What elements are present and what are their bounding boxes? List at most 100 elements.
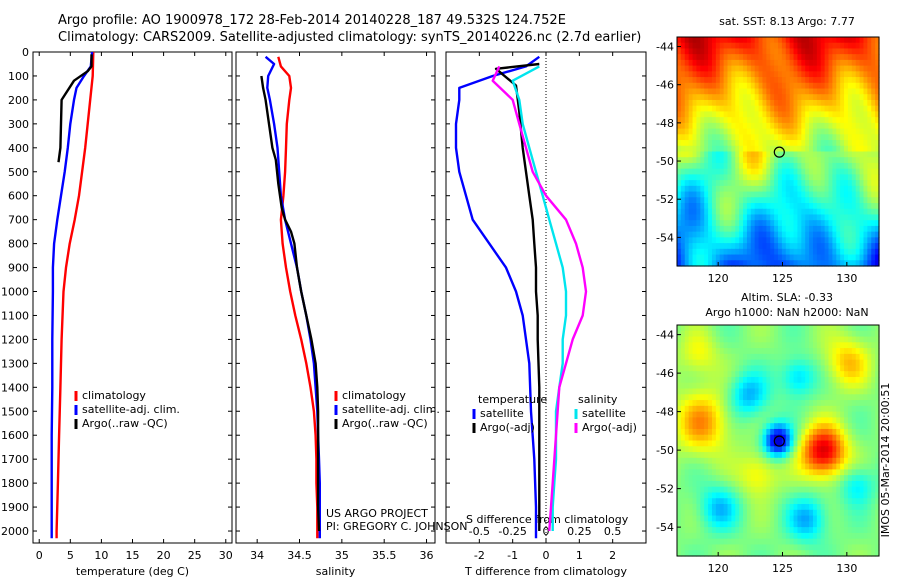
map-cell <box>844 423 849 430</box>
map-cell <box>851 254 857 261</box>
map-cell <box>785 492 791 499</box>
map-cell <box>746 157 752 164</box>
map-cell <box>754 88 760 95</box>
map-cell <box>766 99 771 107</box>
map-cell <box>851 509 857 517</box>
map-cell <box>774 405 779 413</box>
map-cell <box>746 446 752 453</box>
map-cell <box>875 371 880 378</box>
map-cell <box>847 248 853 256</box>
map-cell <box>719 157 725 164</box>
map-cell <box>770 105 775 113</box>
map-cell <box>774 538 779 546</box>
map-cell <box>832 504 837 511</box>
map-cell <box>766 446 771 453</box>
panel-frame-difference <box>445 51 647 544</box>
map-cell <box>680 428 686 436</box>
map-cell <box>847 48 853 55</box>
map-cell <box>684 475 690 482</box>
map-cell <box>704 365 709 372</box>
map-cell <box>762 122 767 130</box>
map-cell <box>851 538 857 546</box>
map-cell <box>832 434 837 442</box>
map-cell <box>836 254 841 261</box>
map-cell <box>789 457 795 465</box>
map-cell <box>844 446 849 453</box>
map-cell <box>731 248 736 256</box>
map-cell <box>836 191 841 198</box>
map-cell <box>836 365 841 372</box>
map-cell <box>723 128 729 135</box>
map-cell <box>789 105 795 113</box>
ytick-label: 600 <box>8 190 29 203</box>
map-cell <box>727 348 732 355</box>
map-cell <box>774 260 779 267</box>
map-cell <box>704 411 709 419</box>
map-cell <box>735 37 740 44</box>
map-cell <box>828 365 833 372</box>
map-cell <box>731 134 736 141</box>
map-cell <box>704 180 709 187</box>
map-ytick-label: -48 <box>656 406 674 419</box>
map-cell <box>754 411 760 419</box>
map-field-sla_map <box>677 325 880 557</box>
ytick-label: 400 <box>8 142 29 155</box>
map-cell <box>812 434 818 442</box>
map-cell <box>781 122 787 130</box>
map-cell <box>684 214 690 221</box>
map-cell <box>739 486 744 494</box>
map-cell <box>743 400 748 407</box>
map-cell <box>781 140 787 147</box>
map-cell <box>793 353 799 361</box>
map-cell <box>762 82 767 90</box>
map-cell <box>680 457 686 465</box>
map-cell <box>696 446 701 453</box>
map-cell <box>840 59 845 67</box>
map-cell <box>743 162 748 170</box>
map-cell <box>867 203 872 210</box>
map-cell <box>847 71 853 78</box>
map-cell <box>859 37 865 44</box>
map-cell <box>677 365 682 372</box>
map-cell <box>696 191 701 198</box>
map-cell <box>750 532 756 540</box>
map-cell <box>785 225 791 233</box>
map-cell <box>851 145 857 153</box>
map-cell <box>715 99 721 107</box>
map-cell <box>797 48 802 55</box>
map-cell <box>774 469 779 476</box>
map-cell <box>750 405 756 413</box>
map-cell <box>684 99 690 107</box>
map-cell <box>867 405 872 413</box>
map-cell <box>847 359 853 367</box>
map-cell <box>797 382 802 390</box>
map-cell <box>677 134 682 141</box>
map-cell <box>684 208 690 216</box>
map-cell <box>785 394 791 401</box>
map-cell <box>696 180 701 187</box>
map-cell <box>816 65 822 72</box>
map-cell <box>762 353 767 361</box>
map-cell <box>840 371 845 378</box>
map-cell <box>715 185 721 193</box>
map-cell <box>836 185 841 193</box>
map-cell <box>762 469 767 476</box>
map-cell <box>847 77 853 84</box>
map-cell <box>754 254 760 261</box>
map-cell <box>711 411 717 419</box>
map-cell <box>700 400 705 407</box>
map-cell <box>711 225 717 233</box>
map-cell <box>680 452 686 459</box>
map-cell <box>851 208 857 216</box>
map-cell <box>766 492 771 499</box>
map-cell <box>684 105 690 113</box>
map-cell <box>688 376 694 384</box>
map-cell <box>840 394 845 401</box>
map-cell <box>863 197 868 204</box>
map-cell <box>770 527 775 534</box>
map-cell <box>684 330 690 338</box>
map-cell <box>805 423 810 430</box>
map-cell <box>677 538 682 546</box>
map-cell <box>766 371 771 378</box>
map-cell <box>758 353 764 361</box>
